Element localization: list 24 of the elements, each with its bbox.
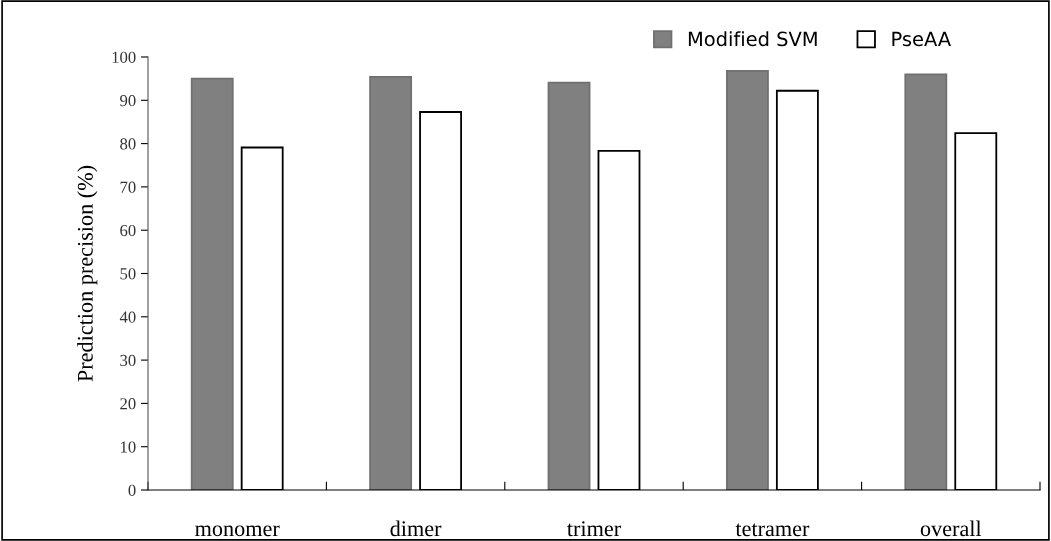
y-tick-label: 50 bbox=[120, 268, 136, 280]
y-axis-title: Prediction precision (%) bbox=[77, 165, 98, 382]
y-tick-label: 70 bbox=[120, 181, 136, 193]
x-tick-label: dimer bbox=[390, 520, 442, 537]
bar bbox=[369, 76, 413, 490]
x-tick-label: trimer bbox=[567, 521, 621, 537]
y-tick-label: 0 bbox=[128, 484, 136, 496]
legend-label: Modified SVM bbox=[688, 31, 817, 47]
bar bbox=[547, 81, 591, 490]
y-tick-label: 90 bbox=[120, 95, 136, 107]
bar bbox=[904, 73, 948, 490]
x-tick-label: overall bbox=[920, 520, 982, 537]
y-tick-label: 80 bbox=[120, 138, 136, 150]
bar bbox=[726, 69, 769, 490]
y-tick-label: 10 bbox=[120, 441, 136, 453]
y-tick-label: 40 bbox=[119, 311, 136, 323]
y-tick-label: 60 bbox=[120, 224, 136, 237]
x-tick-label: monomer bbox=[195, 525, 280, 537]
x-tick-label: tetramer bbox=[735, 523, 810, 537]
bar bbox=[190, 77, 234, 490]
y-tick-label: 30 bbox=[120, 354, 136, 367]
y-tick-label: 20 bbox=[120, 398, 136, 410]
y-tick-label: 100 bbox=[112, 51, 136, 63]
legend-label: PseAA bbox=[892, 31, 951, 47]
